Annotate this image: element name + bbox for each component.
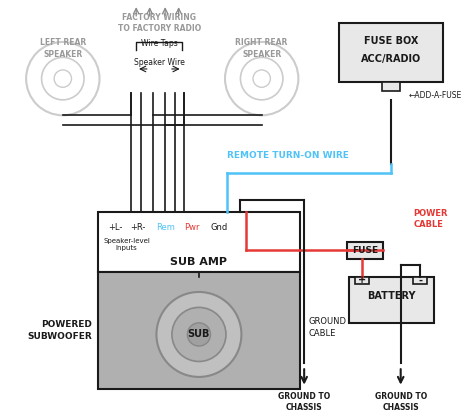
FancyBboxPatch shape	[98, 272, 301, 389]
Text: FACTORY WIRING
TO FACTORY RADIO: FACTORY WIRING TO FACTORY RADIO	[118, 13, 201, 33]
Text: ACC/RADIO: ACC/RADIO	[361, 54, 421, 64]
Text: GROUND TO
CHASSIS: GROUND TO CHASSIS	[374, 392, 427, 412]
Text: Wire Taps: Wire Taps	[141, 40, 178, 48]
FancyBboxPatch shape	[346, 242, 383, 259]
Text: POWERED
SUBWOOFER: POWERED SUBWOOFER	[27, 320, 92, 341]
Text: RIGHT REAR
SPEAKER: RIGHT REAR SPEAKER	[236, 38, 288, 59]
Text: Speaker-level
Inputs: Speaker-level Inputs	[103, 238, 150, 251]
Text: ←ADD-A-FUSE: ←ADD-A-FUSE	[409, 92, 462, 101]
Text: -: -	[418, 275, 422, 285]
Text: FUSE: FUSE	[352, 246, 378, 255]
Text: Pwr: Pwr	[184, 223, 200, 232]
Text: REMOTE TURN-ON WIRE: REMOTE TURN-ON WIRE	[227, 151, 349, 160]
Text: FUSE BOX: FUSE BOX	[364, 36, 418, 46]
Text: BATTERY: BATTERY	[367, 291, 415, 301]
FancyBboxPatch shape	[98, 212, 301, 272]
Circle shape	[187, 323, 210, 346]
Text: Speaker Wire: Speaker Wire	[134, 58, 185, 67]
Text: Rem: Rem	[156, 223, 174, 232]
FancyBboxPatch shape	[348, 277, 434, 323]
Text: +L-: +L-	[108, 223, 122, 232]
Text: +: +	[358, 275, 366, 285]
Circle shape	[172, 307, 226, 362]
FancyBboxPatch shape	[383, 82, 400, 91]
Text: +R-: +R-	[130, 223, 146, 232]
Text: SUB: SUB	[188, 329, 210, 339]
FancyBboxPatch shape	[356, 277, 369, 284]
Text: SUB AMP: SUB AMP	[171, 257, 228, 267]
FancyBboxPatch shape	[339, 22, 443, 82]
Text: GROUND
CABLE: GROUND CABLE	[309, 317, 347, 338]
Text: LEFT REAR
SPEAKER: LEFT REAR SPEAKER	[40, 38, 86, 59]
Circle shape	[156, 292, 241, 377]
Text: POWER
CABLE: POWER CABLE	[413, 209, 448, 229]
Text: Gnd: Gnd	[210, 223, 228, 232]
Text: GROUND TO
CHASSIS: GROUND TO CHASSIS	[278, 392, 330, 412]
FancyBboxPatch shape	[413, 277, 427, 284]
